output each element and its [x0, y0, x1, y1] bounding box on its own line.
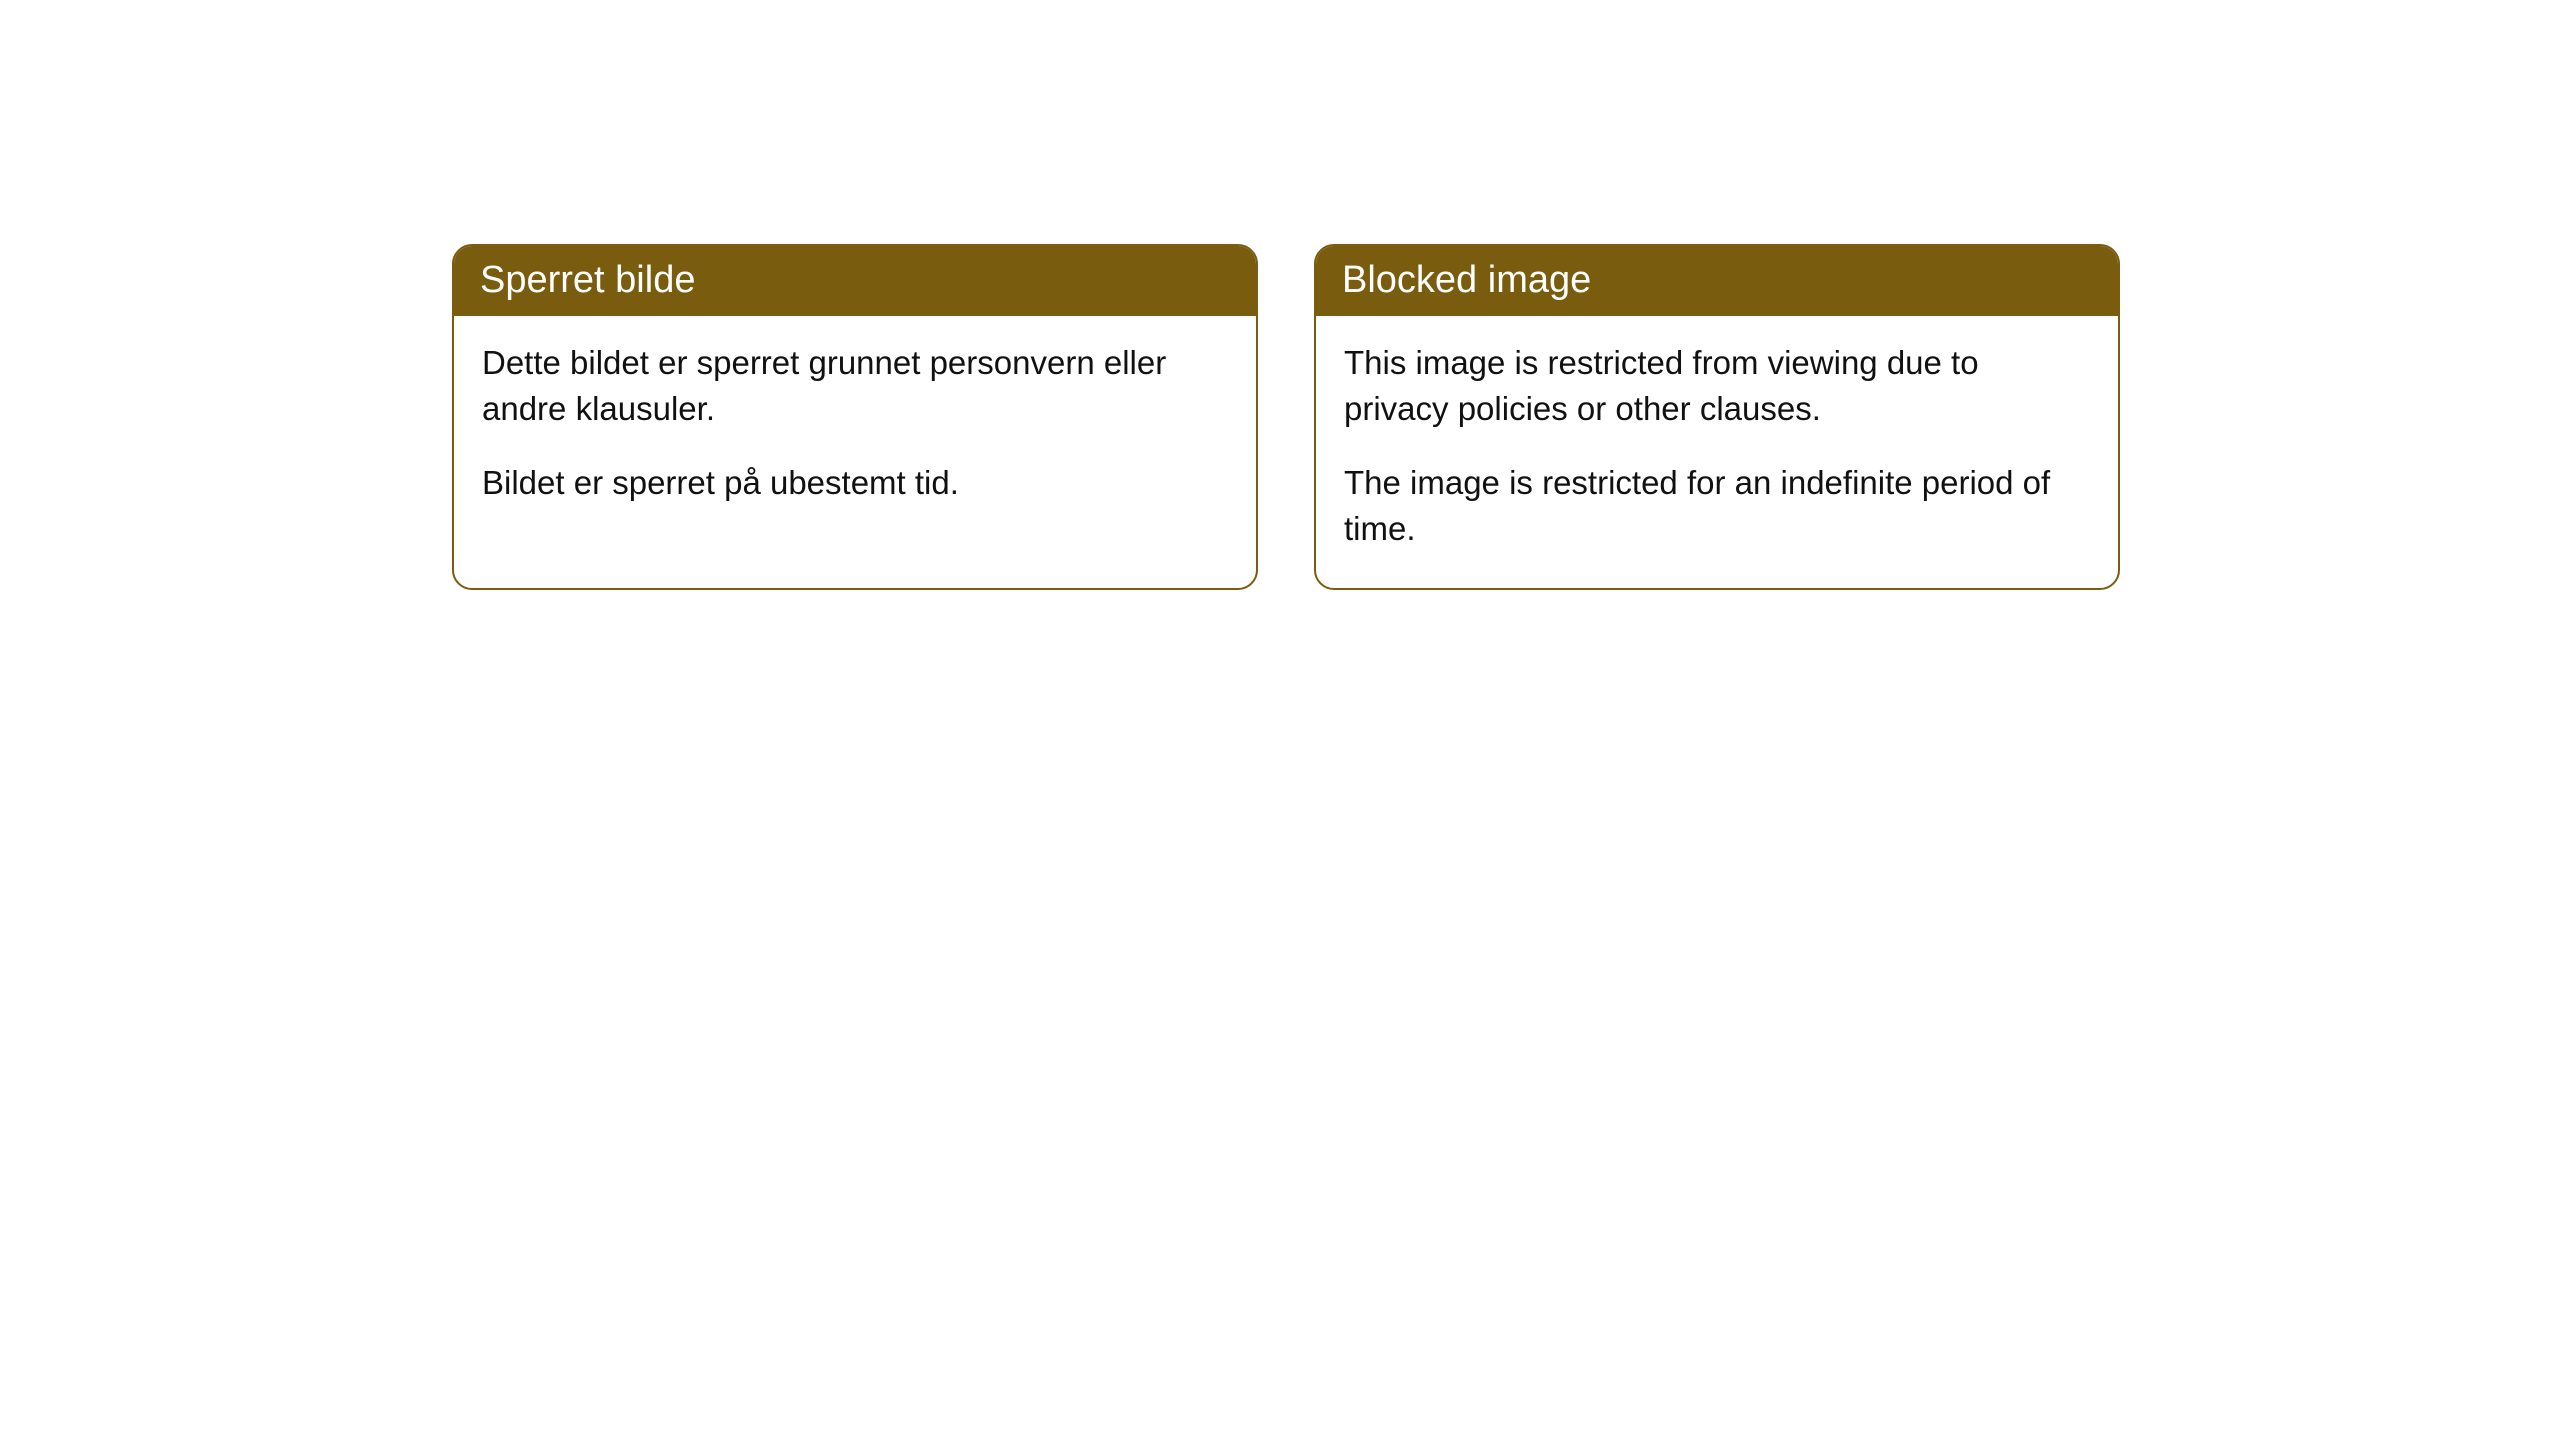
card-body-no: Dette bildet er sperret grunnet personve…	[454, 316, 1256, 543]
card-paragraph: Bildet er sperret på ubestemt tid.	[482, 460, 1228, 506]
card-header-en: Blocked image	[1316, 246, 2118, 316]
card-paragraph: The image is restricted for an indefinit…	[1344, 460, 2090, 552]
blocked-image-card-en: Blocked image This image is restricted f…	[1314, 244, 2120, 590]
card-body-en: This image is restricted from viewing du…	[1316, 316, 2118, 589]
card-paragraph: This image is restricted from viewing du…	[1344, 340, 2090, 432]
blocked-image-card-no: Sperret bilde Dette bildet er sperret gr…	[452, 244, 1258, 590]
card-header-no: Sperret bilde	[454, 246, 1256, 316]
notice-container: Sperret bilde Dette bildet er sperret gr…	[452, 244, 2120, 590]
card-paragraph: Dette bildet er sperret grunnet personve…	[482, 340, 1228, 432]
